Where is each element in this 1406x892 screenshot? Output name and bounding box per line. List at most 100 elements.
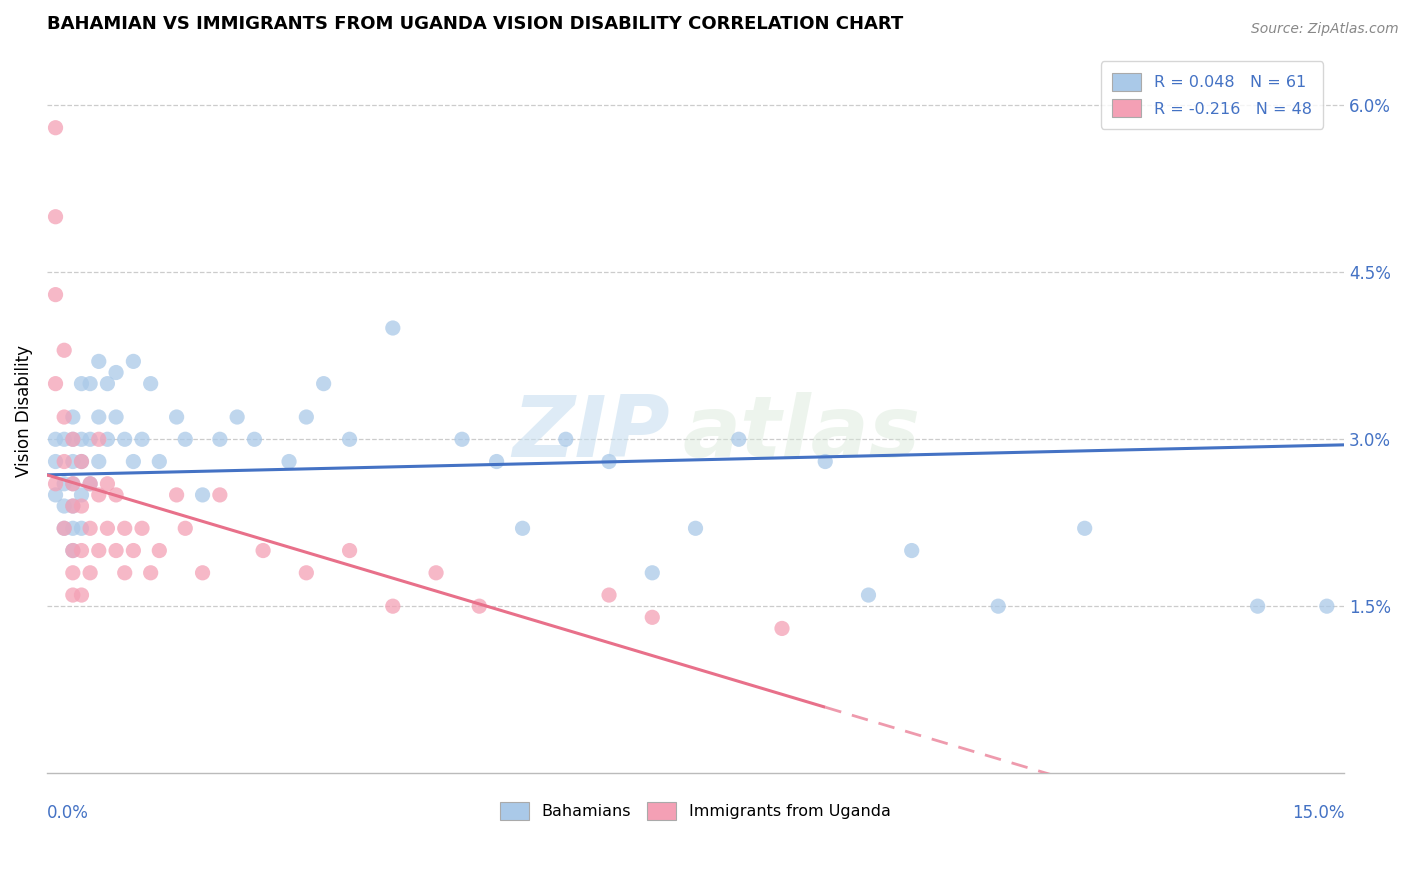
Point [62,543,84,558]
Point [96,521,118,535]
Point [166,410,188,425]
Text: ZIP: ZIP [512,392,669,475]
Point [208,488,231,502]
Point [381,321,404,335]
Point [62,566,84,580]
Point [45,488,67,502]
Point [62,543,84,558]
Point [70,488,93,502]
Point [139,566,162,580]
Point [53,499,76,513]
Point [87,410,110,425]
Text: BAHAMIAN VS IMMIGRANTS FROM UGANDA VISION DISABILITY CORRELATION CHART: BAHAMIAN VS IMMIGRANTS FROM UGANDA VISIO… [46,15,903,33]
Point [45,120,67,135]
Point [1316,599,1339,614]
Point [79,566,101,580]
Point [45,476,67,491]
Y-axis label: Vision Disability: Vision Disability [15,345,32,477]
Point [53,432,76,446]
Point [727,432,749,446]
Point [79,432,101,446]
Point [62,454,84,468]
Point [70,432,93,446]
Point [87,354,110,368]
Point [53,521,76,535]
Point [53,410,76,425]
Point [70,499,93,513]
Point [122,454,145,468]
Point [685,521,707,535]
Text: atlas: atlas [682,392,921,475]
Point [105,543,128,558]
Point [70,588,93,602]
Point [122,354,145,368]
Point [87,432,110,446]
Point [45,432,67,446]
Point [96,376,118,391]
Text: 15.0%: 15.0% [1292,804,1344,822]
Point [53,343,76,358]
Point [62,499,84,513]
Point [53,476,76,491]
Point [1073,521,1095,535]
Point [598,588,620,602]
Point [174,521,197,535]
Point [53,454,76,468]
Point [62,432,84,446]
Point [79,476,101,491]
Point [114,432,136,446]
Point [295,410,318,425]
Point [312,376,335,391]
Point [131,432,153,446]
Point [70,376,93,391]
Point [70,454,93,468]
Point [105,488,128,502]
Point [87,454,110,468]
Point [641,610,664,624]
Point [226,410,249,425]
Text: Source: ZipAtlas.com: Source: ZipAtlas.com [1251,22,1399,37]
Point [814,454,837,468]
Point [770,622,793,636]
Point [122,543,145,558]
Point [278,454,301,468]
Point [174,432,197,446]
Legend: Bahamians, Immigrants from Uganda: Bahamians, Immigrants from Uganda [494,796,897,827]
Point [858,588,880,602]
Point [45,287,67,301]
Point [339,432,361,446]
Point [70,543,93,558]
Point [70,521,93,535]
Point [62,499,84,513]
Point [191,488,214,502]
Point [45,454,67,468]
Point [62,432,84,446]
Point [598,454,620,468]
Point [62,476,84,491]
Point [512,521,534,535]
Point [381,599,404,614]
Point [339,543,361,558]
Point [70,454,93,468]
Point [131,521,153,535]
Point [45,376,67,391]
Point [451,432,474,446]
Point [148,543,170,558]
Point [53,521,76,535]
Point [166,488,188,502]
Point [485,454,508,468]
Point [87,488,110,502]
Point [87,543,110,558]
Point [105,410,128,425]
Point [148,454,170,468]
Point [425,566,447,580]
Point [114,566,136,580]
Point [900,543,922,558]
Point [79,476,101,491]
Point [139,376,162,391]
Point [295,566,318,580]
Point [191,566,214,580]
Point [114,521,136,535]
Point [62,521,84,535]
Point [252,543,274,558]
